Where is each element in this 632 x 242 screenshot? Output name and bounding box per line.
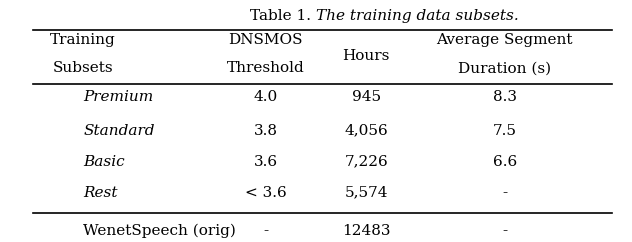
Text: 6.6: 6.6 xyxy=(492,155,517,169)
Text: Training: Training xyxy=(51,33,116,47)
Text: -: - xyxy=(502,186,507,200)
Text: < 3.6: < 3.6 xyxy=(245,186,286,200)
Text: 12483: 12483 xyxy=(342,224,391,238)
Text: Premium: Premium xyxy=(83,90,154,104)
Text: -: - xyxy=(263,224,268,238)
Text: 3.6: 3.6 xyxy=(253,155,277,169)
Text: 3.8: 3.8 xyxy=(253,124,277,137)
Text: Table 1. ​: Table 1. ​ xyxy=(250,8,316,23)
Text: -: - xyxy=(502,224,507,238)
Text: Average Segment: Average Segment xyxy=(437,33,573,47)
Text: 4.0: 4.0 xyxy=(253,90,278,104)
Text: 7.5: 7.5 xyxy=(493,124,517,137)
Text: Standard: Standard xyxy=(83,124,155,137)
Text: 8.3: 8.3 xyxy=(493,90,517,104)
Text: 4,056: 4,056 xyxy=(344,124,388,137)
Text: Threshold: Threshold xyxy=(227,61,305,75)
Text: Basic: Basic xyxy=(83,155,125,169)
Text: DNSMOS: DNSMOS xyxy=(228,33,303,47)
Text: ​The training data subsets.: ​The training data subsets. xyxy=(316,8,519,23)
Text: Duration (s): Duration (s) xyxy=(458,61,551,75)
Text: 945: 945 xyxy=(352,90,381,104)
Text: 5,574: 5,574 xyxy=(344,186,388,200)
Text: Subsets: Subsets xyxy=(53,61,114,75)
Text: Hours: Hours xyxy=(343,49,390,63)
Text: 7,226: 7,226 xyxy=(344,155,388,169)
Text: Rest: Rest xyxy=(83,186,118,200)
Text: WenetSpeech (orig): WenetSpeech (orig) xyxy=(83,224,236,238)
